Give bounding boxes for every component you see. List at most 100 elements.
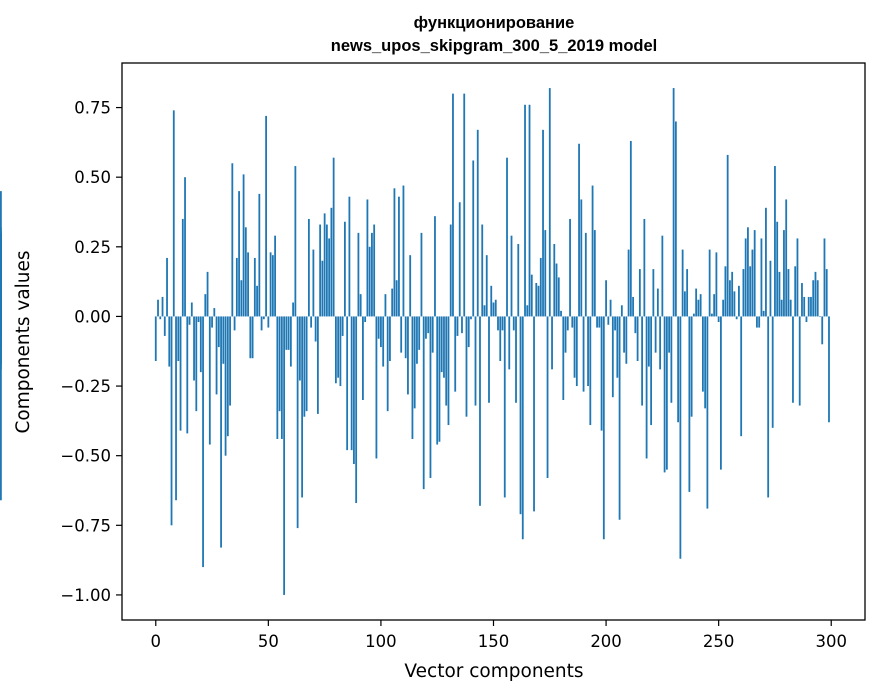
bar — [643, 218, 646, 317]
bar — [0, 316, 2, 331]
bar — [389, 316, 391, 361]
bar — [438, 316, 441, 442]
bar — [535, 283, 538, 317]
y-tick-label: −0.25 — [60, 377, 111, 396]
bar — [289, 316, 292, 367]
bar — [177, 316, 180, 361]
bar — [557, 277, 560, 317]
bar — [233, 316, 236, 331]
bar — [222, 316, 225, 364]
bar — [231, 163, 234, 317]
bar — [517, 244, 520, 317]
bar — [384, 294, 387, 317]
bar — [573, 316, 576, 378]
bar — [578, 143, 580, 317]
bar — [242, 174, 245, 317]
bar — [544, 230, 547, 317]
bar — [641, 316, 643, 406]
bar — [593, 230, 596, 317]
bar — [267, 316, 270, 328]
bar — [695, 288, 698, 317]
bar — [600, 316, 603, 431]
bar — [206, 271, 209, 317]
bar — [587, 316, 589, 387]
bar — [785, 199, 788, 317]
bar — [821, 316, 824, 345]
bar — [807, 296, 810, 317]
bar — [825, 269, 828, 317]
bar — [647, 316, 650, 367]
bar — [402, 185, 405, 317]
bar — [771, 316, 774, 428]
bar — [211, 316, 213, 328]
bar — [163, 316, 166, 336]
bar — [492, 302, 495, 317]
bar — [787, 269, 790, 317]
bar — [188, 316, 191, 325]
bar — [362, 316, 364, 400]
bar — [819, 316, 821, 318]
bar — [758, 316, 761, 328]
bar — [247, 252, 249, 317]
x-tick-label: 300 — [815, 632, 847, 651]
bar — [506, 157, 508, 317]
bar — [749, 266, 752, 317]
bar — [515, 316, 517, 403]
bar — [440, 316, 443, 373]
x-axis-label: Vector components — [404, 661, 583, 682]
bar — [828, 316, 830, 423]
x-tick-label: 150 — [478, 632, 510, 651]
bar — [287, 316, 290, 350]
bar — [217, 316, 220, 348]
bar — [722, 299, 725, 317]
bar — [798, 316, 801, 406]
bar — [337, 316, 340, 378]
bar — [760, 238, 763, 317]
bar — [244, 227, 247, 317]
bar — [316, 316, 319, 414]
bar — [224, 316, 227, 456]
bar — [319, 224, 322, 317]
bar — [190, 302, 193, 317]
bar — [454, 316, 457, 392]
bar — [582, 316, 585, 392]
bar — [528, 104, 531, 317]
bar — [323, 213, 326, 317]
bar — [332, 157, 335, 317]
bar — [681, 249, 684, 317]
bar — [823, 238, 826, 317]
bar — [571, 316, 574, 328]
bar — [474, 316, 477, 406]
bar — [418, 316, 421, 350]
bar — [251, 316, 254, 359]
bar — [445, 316, 448, 406]
bar — [686, 269, 689, 317]
bar — [629, 140, 632, 317]
bar — [674, 121, 677, 317]
bar — [240, 280, 243, 317]
chart-subtitle: news_upos_skipgram_300_5_2019 model — [331, 37, 658, 55]
bar — [154, 316, 157, 361]
bar — [431, 316, 434, 353]
bar — [276, 316, 279, 439]
bar — [458, 202, 461, 317]
bar — [634, 316, 637, 334]
y-tick-label: 0.75 — [74, 99, 111, 118]
bar — [566, 316, 569, 331]
bar — [724, 266, 727, 317]
bar — [434, 216, 436, 317]
bar — [249, 316, 252, 359]
bar — [407, 316, 409, 395]
bar — [731, 271, 734, 317]
bar — [796, 238, 799, 317]
y-axis-ticks: −1.00 −0.75 −0.50 −0.25 0.00 0.25 0.50 0.75 — [60, 99, 122, 605]
bar — [377, 316, 380, 339]
bar — [701, 316, 704, 392]
bar — [172, 110, 175, 317]
bar — [789, 299, 792, 317]
bar — [738, 285, 740, 317]
bar — [422, 316, 425, 490]
bar — [688, 316, 691, 492]
bar — [161, 296, 164, 317]
